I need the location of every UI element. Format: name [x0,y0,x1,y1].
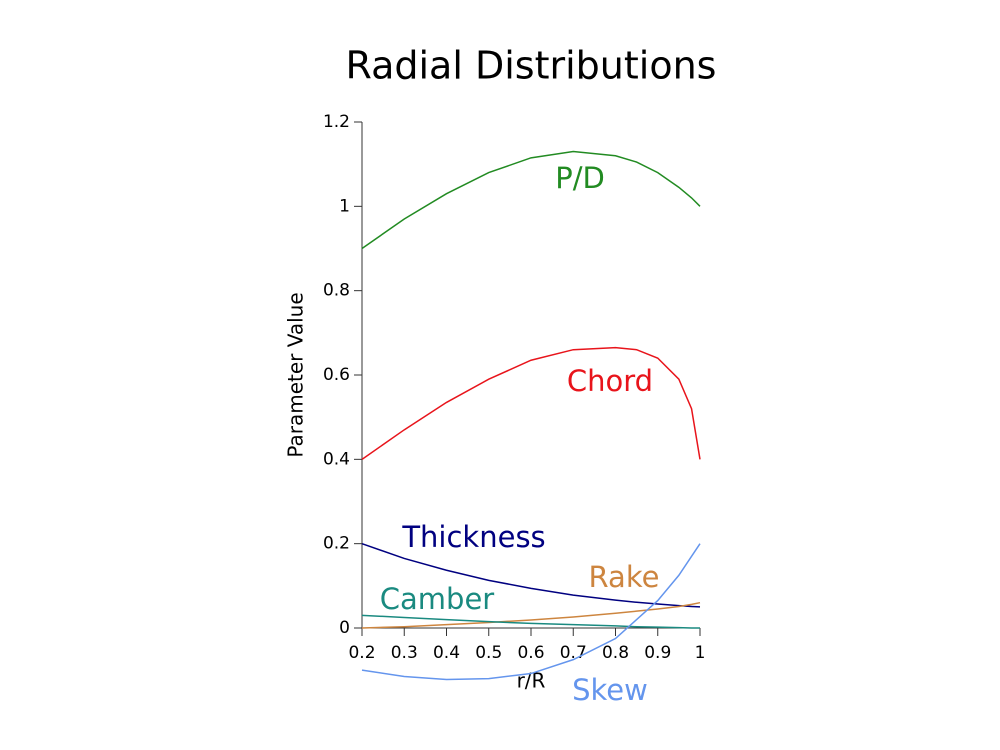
y-tick-label: 0.4 [323,449,350,469]
x-axis-label: r/R [517,669,546,693]
y-tick-label: 0 [339,618,350,638]
y-tick-label: 0.2 [323,534,350,554]
series-line [361,543,701,681]
series-label: Rake [589,560,660,594]
series-label: Skew [572,673,648,707]
series-label: P/D [555,161,605,195]
series-label: Chord [567,364,653,398]
x-tick-label: 0.4 [433,643,460,663]
y-tick-label: 0.8 [323,281,350,301]
x-tick-label: 0.9 [644,643,671,663]
series-label: Thickness [401,520,545,554]
y-tick-label: 0.6 [323,365,350,385]
x-tick-label: 0.7 [560,643,587,663]
x-tick-label: 0.5 [475,643,502,663]
series-line [361,346,701,460]
series-label: Camber [380,582,495,616]
x-tick-label: 0.6 [517,643,544,663]
x-tick-label: 0.8 [602,643,629,663]
y-axis-label: Parameter Value [284,292,308,457]
series-line [361,601,701,629]
x-tick-label: 0.3 [391,643,418,663]
y-tick-label: 1.2 [323,112,350,132]
chart-title: Radial Distributions [346,44,717,88]
series-line [361,150,701,250]
x-tick-label: 0.2 [348,643,375,663]
y-tick-label: 1 [339,196,350,216]
series-line [361,614,700,629]
x-tick-label: 1 [695,643,706,663]
